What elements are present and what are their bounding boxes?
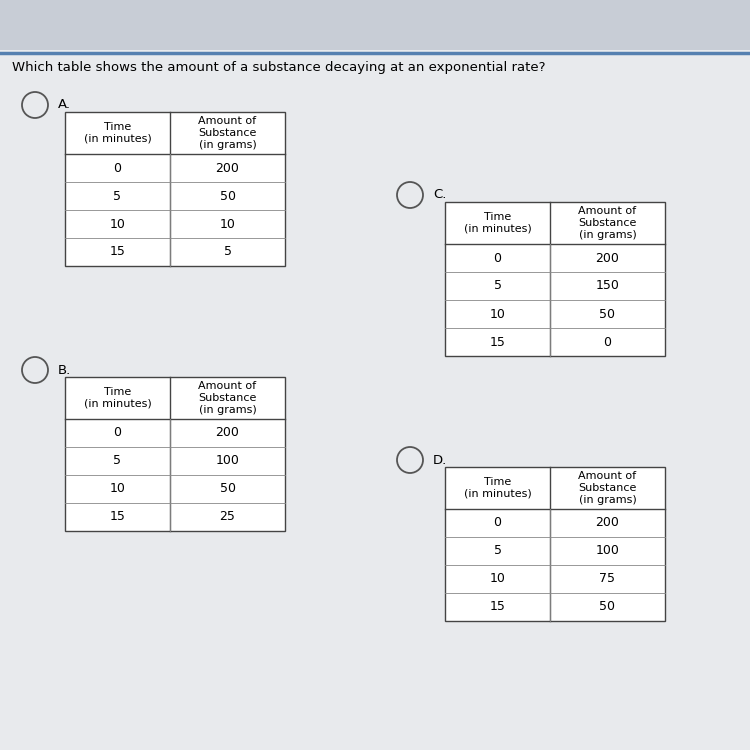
Text: 10: 10 <box>110 217 125 230</box>
Text: Time
(in minutes): Time (in minutes) <box>84 387 152 409</box>
Text: 0: 0 <box>113 427 122 439</box>
Text: 200: 200 <box>596 251 619 265</box>
Text: 200: 200 <box>215 161 239 175</box>
Text: 50: 50 <box>599 601 616 613</box>
Text: 0: 0 <box>113 161 122 175</box>
Text: 15: 15 <box>110 511 125 524</box>
Bar <box>0 0 750 50</box>
Bar <box>65 377 285 531</box>
Text: 5: 5 <box>494 544 502 557</box>
Text: 100: 100 <box>215 454 239 467</box>
Text: 10: 10 <box>220 217 236 230</box>
Text: 200: 200 <box>215 427 239 439</box>
Text: 15: 15 <box>490 601 506 613</box>
Text: Amount of
Substance
(in grams): Amount of Substance (in grams) <box>578 472 637 505</box>
Text: 15: 15 <box>490 335 506 349</box>
Text: C.: C. <box>433 188 446 202</box>
Text: 10: 10 <box>490 308 506 320</box>
Text: 10: 10 <box>110 482 125 496</box>
Bar <box>445 467 665 621</box>
Text: D.: D. <box>433 454 447 466</box>
Text: 0: 0 <box>494 517 502 530</box>
Text: 50: 50 <box>220 190 236 202</box>
Text: 50: 50 <box>220 482 236 496</box>
Text: 50: 50 <box>599 308 616 320</box>
Bar <box>445 202 665 356</box>
Text: Time
(in minutes): Time (in minutes) <box>464 212 531 234</box>
Text: Amount of
Substance
(in grams): Amount of Substance (in grams) <box>578 206 637 239</box>
Bar <box>65 112 285 266</box>
Text: 200: 200 <box>596 517 619 530</box>
Text: 5: 5 <box>113 454 122 467</box>
Text: 0: 0 <box>604 335 611 349</box>
Text: 75: 75 <box>599 572 616 586</box>
Text: Amount of
Substance
(in grams): Amount of Substance (in grams) <box>198 382 256 415</box>
Text: 0: 0 <box>494 251 502 265</box>
Text: A.: A. <box>58 98 71 112</box>
Text: Amount of
Substance
(in grams): Amount of Substance (in grams) <box>198 116 256 149</box>
Text: 10: 10 <box>490 572 506 586</box>
Text: B.: B. <box>58 364 71 376</box>
Text: Which table shows the amount of a substance decaying at an exponential rate?: Which table shows the amount of a substa… <box>12 62 545 74</box>
Text: 5: 5 <box>113 190 122 202</box>
Text: 15: 15 <box>110 245 125 259</box>
Text: Time
(in minutes): Time (in minutes) <box>84 122 152 144</box>
Text: 100: 100 <box>596 544 619 557</box>
Text: 5: 5 <box>224 245 232 259</box>
Text: 25: 25 <box>220 511 236 524</box>
Text: 150: 150 <box>596 280 619 292</box>
Text: Time
(in minutes): Time (in minutes) <box>464 477 531 499</box>
Text: 5: 5 <box>494 280 502 292</box>
